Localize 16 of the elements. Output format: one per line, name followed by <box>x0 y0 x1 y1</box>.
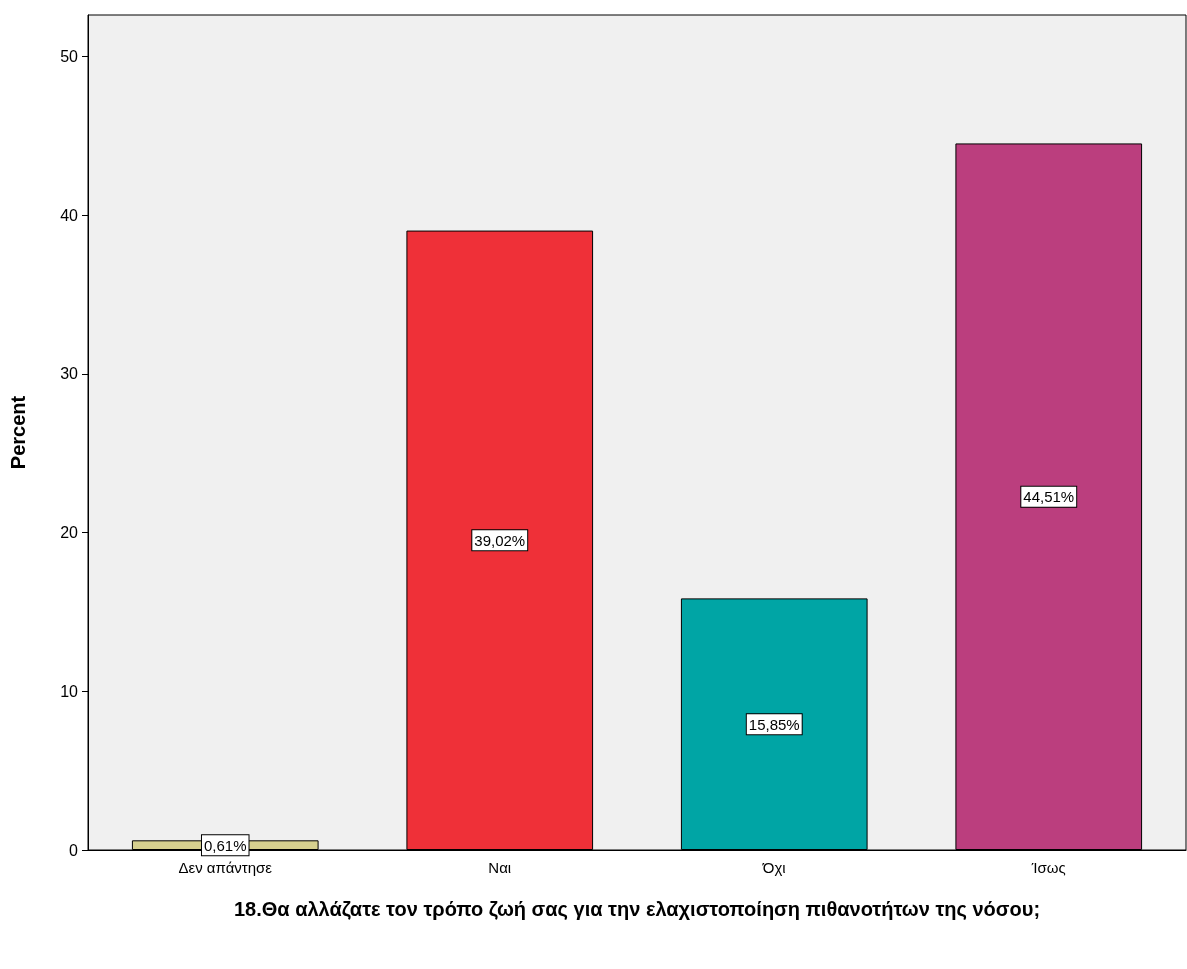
y-tick-label: 10 <box>60 682 79 700</box>
x-axis-title: 18.Θα αλλάζατε τον τρόπο ζωή σας για την ελαχιστοποίηση πιθανοτήτων της νόσου; <box>233 898 1041 920</box>
y-tick-label: 20 <box>60 524 79 542</box>
x-tick-label: Όχι <box>761 859 786 876</box>
y-tick-label: 0 <box>69 841 79 859</box>
x-tick-label: Δεν απάντησε <box>178 859 273 876</box>
x-tick-label: Ναι <box>488 859 512 876</box>
y-tick-label: 50 <box>60 47 79 65</box>
y-tick-label: 40 <box>60 206 79 224</box>
x-tick-label: Ίσως <box>1030 859 1066 876</box>
data-label: 44,51% <box>1023 488 1075 506</box>
data-label: 15,85% <box>748 715 800 733</box>
data-label: 0,61% <box>203 836 247 854</box>
data-label: 39,02% <box>474 531 526 549</box>
y-axis-title: Percent <box>7 395 29 470</box>
y-tick-label: 30 <box>60 365 79 383</box>
